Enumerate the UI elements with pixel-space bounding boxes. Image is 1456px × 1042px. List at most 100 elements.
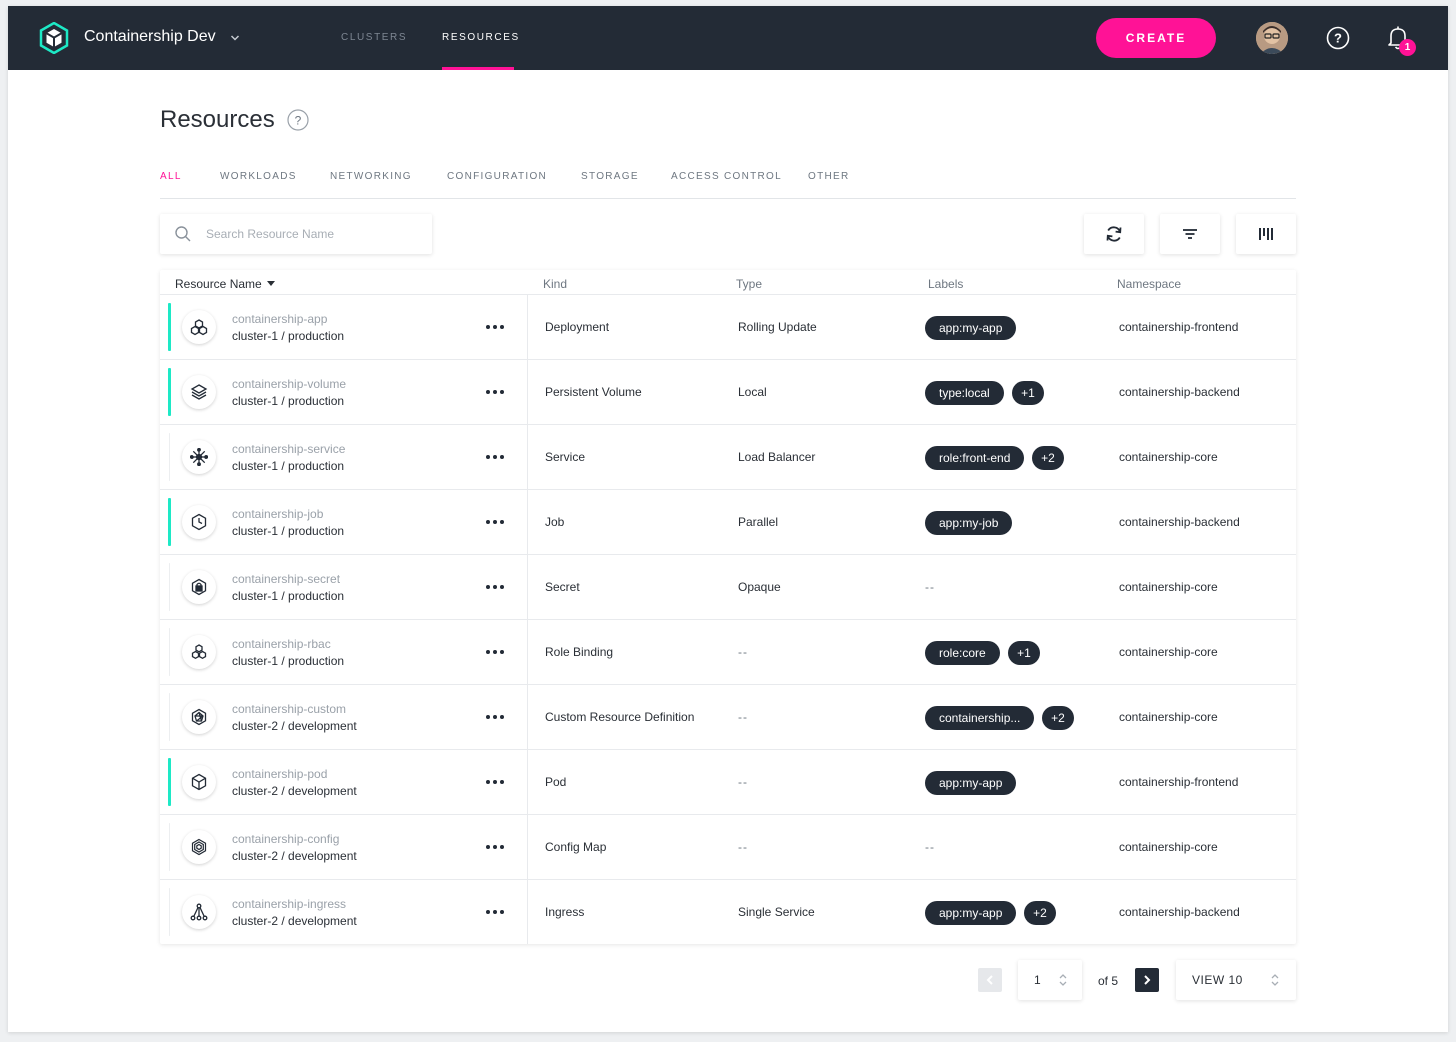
previous-page-button[interactable] <box>978 968 1002 992</box>
resource-cluster: cluster-1 / production <box>232 329 345 343</box>
resource-name[interactable]: containership-service <box>232 442 346 456</box>
more-actions-button[interactable] <box>484 835 506 859</box>
user-avatar[interactable] <box>1256 22 1288 54</box>
label-pill[interactable]: app:my-app <box>925 901 1017 925</box>
column-header-labels[interactable]: Labels <box>928 277 964 291</box>
status-indicator <box>169 563 170 611</box>
table-row[interactable]: containership-rbac cluster-1 / productio… <box>160 620 1296 685</box>
column-header-namespace[interactable]: Namespace <box>1117 277 1182 291</box>
columns-button[interactable] <box>1236 214 1296 254</box>
more-actions-button[interactable] <box>484 900 506 924</box>
column-header-resource-name[interactable]: Resource Name <box>175 277 262 291</box>
resource-icon-badge <box>182 570 216 604</box>
label-count-pill[interactable]: +1 <box>1012 381 1044 405</box>
table-row[interactable]: containership-job cluster-1 / production… <box>160 490 1296 555</box>
column-header-type[interactable]: Type <box>736 277 763 291</box>
more-actions-button[interactable] <box>484 575 506 599</box>
label-pill[interactable]: role:front-end <box>925 446 1025 470</box>
resource-namespace: containership-frontend <box>1119 775 1239 789</box>
table-row[interactable]: containership-app cluster-1 / production… <box>160 295 1296 360</box>
resource-namespace: containership-core <box>1119 840 1218 854</box>
rows-per-page-select[interactable]: VIEW 10 <box>1176 960 1296 1000</box>
resource-name[interactable]: containership-secret <box>232 572 341 586</box>
tab-workloads[interactable]: WORKLOADS <box>220 171 297 182</box>
more-horizontal-icon <box>486 520 504 524</box>
tab-storage[interactable]: STORAGE <box>581 171 639 182</box>
service-icon <box>190 448 208 466</box>
resource-type: Single Service <box>738 905 815 919</box>
deployment-icon <box>190 319 208 336</box>
label-count-pill[interactable]: +2 <box>1042 706 1074 730</box>
status-indicator <box>168 498 171 546</box>
label-count-pill[interactable]: +2 <box>1032 446 1064 470</box>
resource-name[interactable]: containership-config <box>232 832 340 846</box>
tab-access-control[interactable]: ACCESS CONTROL <box>671 171 782 182</box>
more-actions-button[interactable] <box>484 445 506 469</box>
tab-networking[interactable]: NETWORKING <box>330 171 412 182</box>
table-row[interactable]: containership-pod cluster-2 / developmen… <box>160 750 1296 815</box>
label-pill[interactable]: role:core <box>925 641 1000 665</box>
tab-other[interactable]: OTHER <box>808 171 850 182</box>
status-indicator <box>168 368 171 416</box>
label-pill[interactable]: containership... <box>925 706 1035 730</box>
resource-name[interactable]: containership-custom <box>232 702 347 716</box>
volume-icon <box>190 384 208 400</box>
more-actions-button[interactable] <box>484 705 506 729</box>
resource-name[interactable]: containership-volume <box>232 377 347 391</box>
resource-name[interactable]: containership-pod <box>232 767 328 781</box>
label-count-pill[interactable]: +1 <box>1008 641 1040 665</box>
resource-type: Opaque <box>738 580 781 594</box>
avatar-image <box>1256 22 1288 54</box>
more-actions-button[interactable] <box>484 640 506 664</box>
more-actions-button[interactable] <box>484 770 506 794</box>
pod-cube-icon <box>191 773 207 791</box>
more-actions-button[interactable] <box>484 380 506 404</box>
refresh-button[interactable] <box>1084 214 1144 254</box>
label-pill[interactable]: app:my-app <box>925 316 1017 340</box>
label-pill[interactable]: app:my-app <box>925 771 1017 795</box>
resource-cluster: cluster-2 / development <box>232 719 357 733</box>
status-indicator <box>169 693 170 741</box>
role-binding-icon <box>191 644 207 660</box>
filter-button[interactable] <box>1160 214 1220 254</box>
table-row[interactable]: containership-custom cluster-2 / develop… <box>160 685 1296 750</box>
help-icon[interactable]: ? <box>1326 26 1350 50</box>
resource-namespace: containership-core <box>1119 645 1218 659</box>
page-number-stepper[interactable]: 1 <box>1018 960 1082 1000</box>
label-pill[interactable]: type:local <box>925 381 1004 405</box>
stepper-arrows-icon[interactable] <box>1058 972 1068 988</box>
tab-all[interactable]: ALL <box>160 171 182 182</box>
table-row[interactable]: containership-secret cluster-1 / product… <box>160 555 1296 620</box>
search-input[interactable] <box>206 224 421 244</box>
resource-name[interactable]: containership-rbac <box>232 637 331 651</box>
table-row[interactable]: containership-volume cluster-1 / product… <box>160 360 1296 425</box>
nav-tab-resources[interactable]: RESOURCES <box>442 32 520 43</box>
nav-tab-clusters[interactable]: CLUSTERS <box>341 32 408 43</box>
resource-name[interactable]: containership-job <box>232 507 324 521</box>
more-horizontal-icon <box>486 390 504 394</box>
tab-configuration[interactable]: CONFIGURATION <box>447 171 548 182</box>
table-row[interactable]: containership-config cluster-2 / develop… <box>160 815 1296 880</box>
chevron-down-icon[interactable] <box>230 34 240 42</box>
label-pill[interactable]: app:my-job <box>925 511 1013 535</box>
column-header-kind[interactable]: Kind <box>543 277 568 291</box>
resource-name[interactable]: containership-app <box>232 312 328 326</box>
status-indicator <box>169 888 170 936</box>
more-actions-button[interactable] <box>484 510 506 534</box>
table-row[interactable]: containership-ingress cluster-2 / develo… <box>160 880 1296 945</box>
resource-type: Local <box>738 385 767 399</box>
app-title[interactable]: Containership Dev <box>84 28 216 45</box>
chevron-right-icon <box>1144 975 1151 985</box>
next-page-button[interactable] <box>1135 968 1159 992</box>
more-actions-button[interactable] <box>484 315 506 339</box>
more-horizontal-icon <box>486 325 504 329</box>
sort-down-icon[interactable] <box>267 281 275 286</box>
resource-icon-badge <box>182 505 216 539</box>
table-row[interactable]: containership-service cluster-1 / produc… <box>160 425 1296 490</box>
create-button[interactable]: CREATE <box>1096 18 1216 58</box>
help-icon[interactable]: ? <box>287 109 309 131</box>
search-box <box>160 214 432 254</box>
containership-logo-icon[interactable] <box>38 22 70 54</box>
label-count-pill[interactable]: +2 <box>1024 901 1056 925</box>
resource-name[interactable]: containership-ingress <box>232 897 347 911</box>
